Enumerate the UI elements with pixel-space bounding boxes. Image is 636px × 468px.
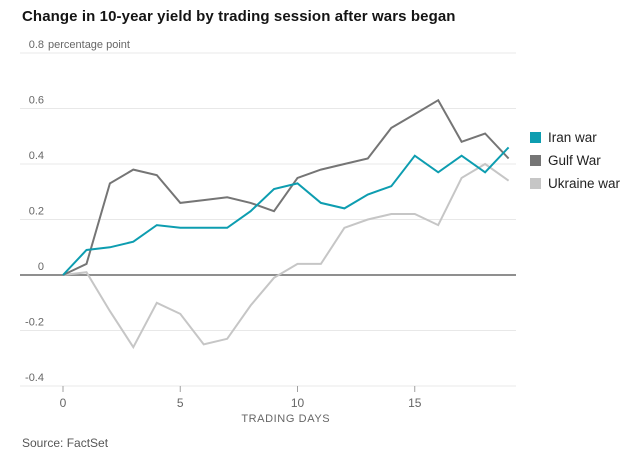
y-axis-label: 0.4 (29, 150, 44, 162)
legend-item-iran-war: Iran war (530, 130, 620, 145)
legend-item-ukraine-war: Ukraine war (530, 176, 620, 191)
legend: Iran war Gulf War Ukraine war (530, 130, 620, 199)
x-axis-label: 15 (408, 396, 422, 410)
y-axis-unit-label: percentage point (48, 39, 130, 51)
legend-label: Iran war (548, 130, 597, 145)
x-axis-label: 0 (60, 396, 67, 410)
legend-item-gulf-war: Gulf War (530, 153, 620, 168)
x-axis-label: 10 (291, 396, 305, 410)
chart-title: Change in 10-year yield by trading sessi… (22, 8, 456, 25)
y-axis-label: 0 (38, 261, 44, 273)
x-axis-label: 5 (177, 396, 184, 410)
line-iran-war (62, 146, 510, 276)
x-axis-title: TRADING DAYS (241, 413, 330, 425)
legend-swatch-ukraine-war (530, 178, 541, 189)
source-note: Source: FactSet (22, 436, 109, 450)
chart-canvas: 0.8 percentage point 0.6 0.4 0.2 0 -0.2 -0.4 0 5 1… (20, 39, 516, 425)
y-axis-label: -0.2 (25, 317, 44, 329)
legend-swatch-gulf-war (530, 155, 541, 166)
legend-label: Gulf War (548, 153, 601, 168)
y-axis-label: 0.8 (29, 39, 44, 51)
y-axis-label: -0.4 (25, 372, 44, 384)
legend-swatch-iran-war (530, 132, 541, 143)
line-gulf-war (62, 98, 510, 276)
y-axis-label: 0.6 (29, 95, 44, 107)
legend-label: Ukraine war (548, 176, 621, 191)
y-axis-label: 0.2 (29, 206, 44, 218)
line-ukraine-war (62, 162, 510, 350)
